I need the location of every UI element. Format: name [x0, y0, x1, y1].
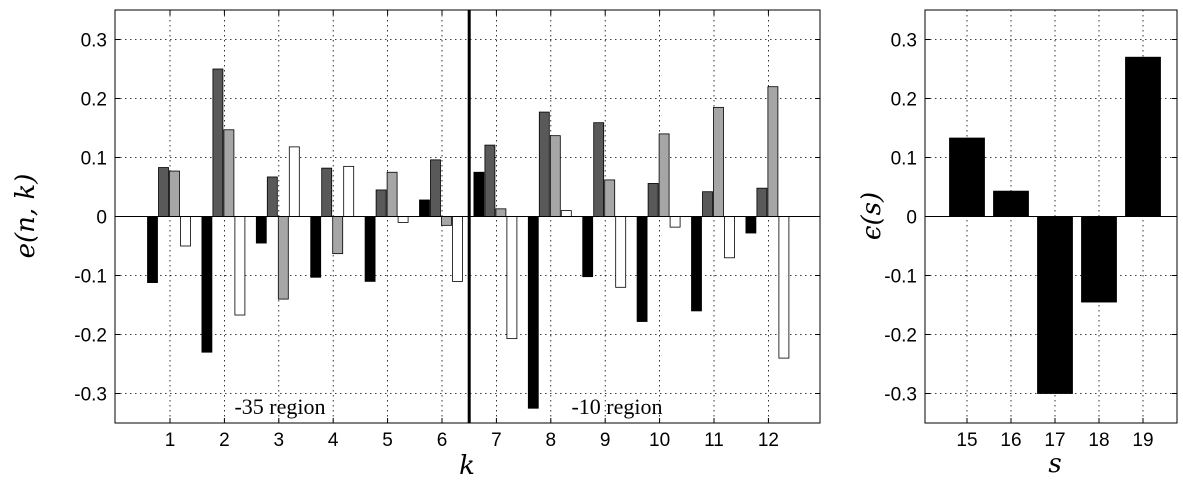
left-bar-s3-k2: [224, 130, 234, 217]
left-bar-s4-k4: [344, 166, 354, 216]
right-y-axis-label: ϵ(s): [857, 192, 887, 240]
left-bar-s2-k11: [703, 192, 713, 217]
left-bar-s1-k9: [583, 217, 593, 277]
left-ytick-label: 0: [96, 208, 107, 229]
right-bar-s19: [1126, 57, 1161, 216]
right-xtick-label: 16: [1000, 430, 1021, 451]
left-bar-s4-k10: [670, 217, 680, 228]
left-bar-s1-k8: [528, 217, 538, 409]
left-ytick-label: -0.3: [74, 385, 107, 406]
left-xtick-label: 3: [274, 430, 285, 451]
left-bar-s1-k7: [474, 172, 484, 216]
left-bar-s3-k5: [387, 172, 397, 216]
right-ytick-label: -0.3: [884, 385, 917, 406]
left-bar-s3-k8: [550, 136, 560, 217]
left-bar-s2-k5: [376, 190, 386, 217]
left-bar-s2-k12: [757, 188, 767, 216]
left-bar-s1-k6: [420, 200, 430, 217]
right-ytick-label: -0.1: [884, 267, 917, 288]
left-xtick-label: 8: [546, 430, 557, 451]
left-y-axis-label: e(n, k): [11, 174, 41, 259]
left-bar-s4-k12: [779, 217, 789, 359]
right-xtick-label: 17: [1044, 430, 1065, 451]
left-bar-s4-k11: [725, 217, 735, 258]
right-bar-s15: [950, 138, 985, 216]
left-bar-s3-k12: [768, 87, 778, 217]
annotation-35-region: -35 region: [234, 394, 325, 419]
right-bar-s16: [994, 191, 1029, 216]
left-bar-s4-k3: [289, 147, 299, 217]
right-x-axis-label: s: [1048, 449, 1061, 479]
left-x-axis-label: k: [459, 451, 475, 481]
right-ytick-label: -0.2: [884, 326, 917, 347]
left-bar-s3-k11: [714, 107, 724, 216]
left-bar-s2-k4: [322, 168, 332, 216]
left-xtick-label: 7: [491, 430, 502, 451]
left-bar-s2-k3: [267, 177, 277, 217]
left-bar-s4-k9: [616, 217, 626, 288]
left-bar-s1-k10: [637, 217, 647, 322]
left-xtick-label: 12: [758, 430, 779, 451]
left-ytick-label: -0.1: [74, 267, 107, 288]
left-bar-s3-k10: [659, 134, 669, 217]
right-ytick-label: 0.3: [891, 31, 917, 52]
left-bar-s3-k4: [333, 217, 343, 254]
left-bar-s4-k2: [235, 217, 245, 316]
left-bar-s1-k11: [692, 217, 702, 311]
left-bar-s4-k6: [453, 217, 463, 282]
right-bar-s18: [1082, 217, 1117, 303]
right-ytick-label: 0.1: [891, 149, 917, 170]
left-bar-s2-k9: [594, 123, 604, 217]
left-ytick-label: 0.3: [81, 31, 107, 52]
annotation-10-region: -10 region: [571, 394, 662, 419]
left-xtick-label: 11: [704, 430, 724, 451]
left-bar-s2-k1: [159, 168, 169, 217]
left-xtick-label: 1: [165, 430, 176, 451]
left-bar-s2-k2: [213, 69, 223, 217]
left-bar-s3-k6: [442, 217, 452, 226]
left-xtick-label: 5: [382, 430, 393, 451]
left-ytick-label: 0.1: [81, 149, 107, 170]
left-bar-s2-k10: [648, 183, 658, 216]
left-bar-s1-k3: [256, 217, 266, 244]
left-bar-s1-k1: [148, 217, 158, 283]
left-bar-s2-k8: [539, 112, 549, 216]
left-bar-s3-k3: [278, 217, 288, 300]
left-bar-s4-k8: [561, 211, 571, 217]
left-xtick-label: 6: [437, 430, 448, 451]
left-xtick-label: 10: [649, 430, 670, 451]
right-ytick-label: 0.2: [891, 90, 917, 111]
left-xtick-label: 4: [328, 430, 339, 451]
left-bar-s4-k5: [398, 217, 408, 223]
left-bar-s2-k6: [431, 160, 441, 217]
left-ytick-label: -0.2: [74, 326, 107, 347]
right-xtick-label: 19: [1132, 430, 1153, 451]
left-ytick-label: 0.2: [81, 90, 107, 111]
right-xtick-label: 15: [956, 430, 977, 451]
left-bar-s3-k9: [605, 180, 615, 217]
left-xtick-label: 2: [219, 430, 230, 451]
right-ytick-label: 0: [906, 208, 917, 229]
left-bar-s2-k7: [485, 145, 495, 216]
left-bar-s1-k5: [365, 217, 375, 282]
right-xtick-label: 18: [1088, 430, 1109, 451]
left-bar-s1-k2: [202, 217, 212, 353]
right-bar-s17: [1038, 217, 1073, 394]
left-xtick-label: 9: [600, 430, 611, 451]
left-bar-s1-k4: [311, 217, 321, 278]
left-bar-s3-k7: [496, 209, 506, 217]
left-bar-s3-k1: [170, 171, 180, 216]
left-bar-s4-k1: [181, 217, 191, 247]
left-bar-s4-k7: [507, 217, 517, 339]
left-bar-s1-k12: [746, 217, 756, 234]
